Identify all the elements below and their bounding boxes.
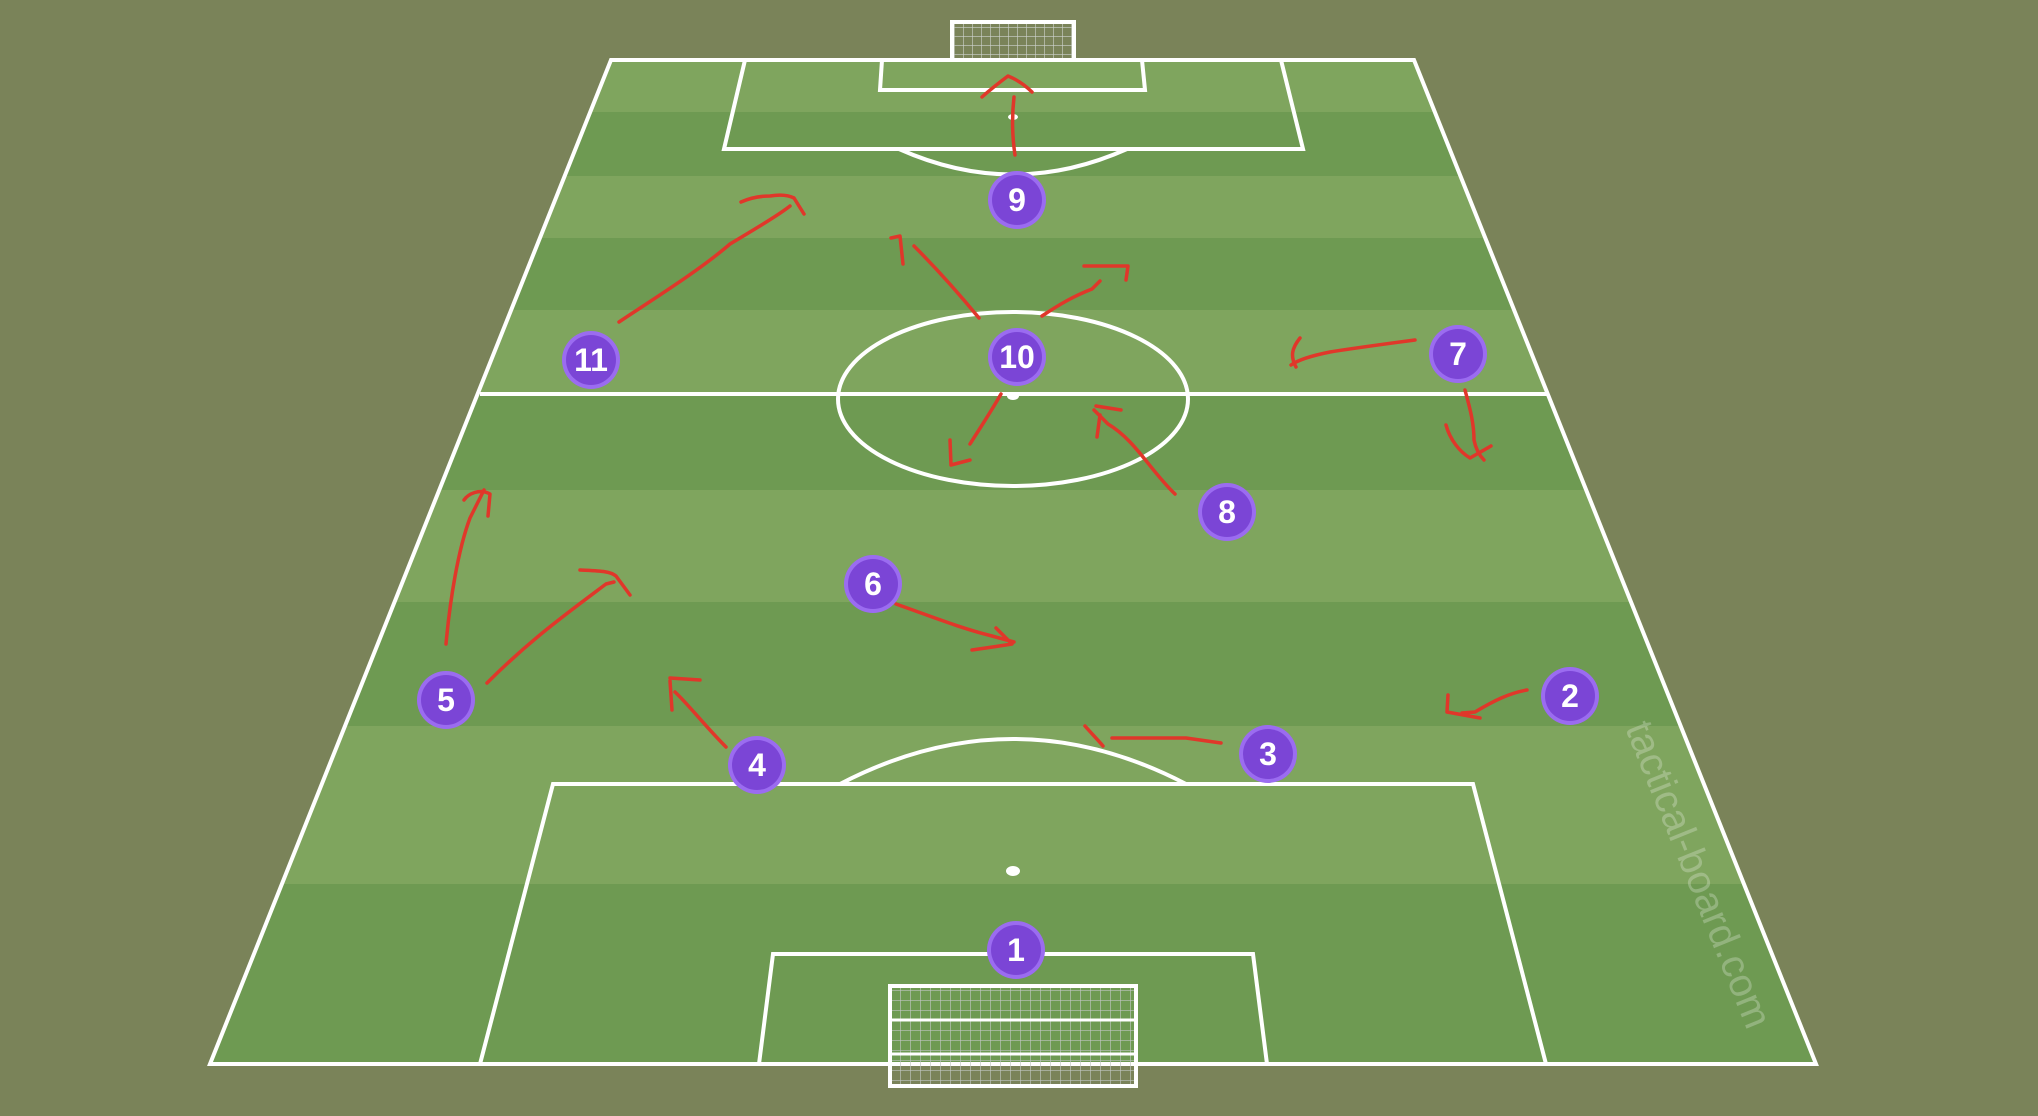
player-token-10[interactable]: 10 — [988, 328, 1046, 386]
player-token-7[interactable]: 7 — [1429, 325, 1487, 383]
player-number: 10 — [999, 339, 1035, 375]
center-circle — [836, 310, 1190, 488]
players: 1 2 3 4 5 6 7 8 9 10 11 — [417, 171, 1599, 979]
player-number: 8 — [1218, 494, 1236, 530]
run-arrow — [1040, 264, 1130, 318]
player-number: 5 — [437, 682, 455, 718]
player-token-9[interactable]: 9 — [988, 171, 1046, 229]
run-arrow — [894, 602, 1016, 652]
run-arrow — [617, 193, 806, 324]
bottom-penalty-arc — [839, 737, 1187, 786]
player-token-body — [992, 175, 1042, 225]
run-arrow — [1444, 388, 1493, 462]
top-goal-area — [877, 58, 1148, 92]
bottom-penalty-spot — [1006, 866, 1020, 876]
run-arrow — [889, 234, 981, 320]
player-token-5[interactable]: 5 — [417, 671, 475, 729]
center-spot — [1007, 392, 1019, 400]
run-arrow — [1445, 688, 1529, 720]
player-token-8[interactable]: 8 — [1198, 483, 1256, 541]
player-token-body — [1202, 487, 1252, 537]
player-token-body — [848, 559, 898, 609]
player-token-body — [1433, 329, 1483, 379]
player-token-body — [566, 335, 616, 385]
player-number: 2 — [1561, 678, 1579, 714]
run-arrows — [444, 74, 1529, 749]
run-arrow — [980, 74, 1034, 157]
player-token-body — [1243, 729, 1293, 779]
top-goal — [950, 20, 1076, 62]
run-arrow — [444, 488, 492, 646]
player-token-3[interactable]: 3 — [1239, 725, 1297, 783]
player-token-1[interactable]: 1 — [987, 921, 1045, 979]
player-number: 4 — [748, 747, 766, 783]
player-token-4[interactable]: 4 — [728, 736, 786, 794]
player-token-body — [1545, 671, 1595, 721]
run-arrow — [1083, 724, 1223, 748]
player-number: 9 — [1008, 182, 1026, 218]
player-number: 7 — [1449, 336, 1467, 372]
player-number: 3 — [1259, 736, 1277, 772]
player-token-11[interactable]: 11 — [562, 331, 620, 389]
player-token-2[interactable]: 2 — [1541, 667, 1599, 725]
run-arrow — [1092, 404, 1177, 496]
run-arrow — [1289, 336, 1417, 369]
bottom-goal-area — [756, 952, 1270, 1066]
pitch-markings — [207, 58, 1819, 1066]
bottom-goal — [888, 984, 1138, 1088]
player-number: 1 — [1007, 932, 1025, 968]
player-token-body — [992, 332, 1042, 382]
player-token-body — [991, 925, 1041, 975]
bottom-penalty-box — [477, 782, 1549, 1066]
player-token-6[interactable]: 6 — [844, 555, 902, 613]
player-token-body — [421, 675, 471, 725]
run-arrow — [948, 392, 1003, 467]
run-arrow — [668, 676, 728, 749]
run-arrow — [485, 568, 632, 685]
player-number: 6 — [864, 566, 882, 602]
player-number: 11 — [574, 342, 608, 378]
player-token-body — [732, 740, 782, 790]
